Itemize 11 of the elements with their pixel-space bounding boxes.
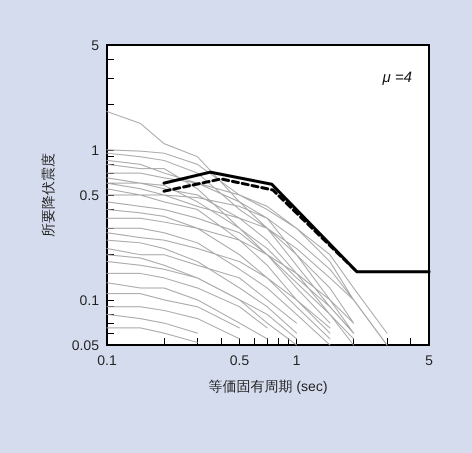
y-tick-label: 0.05	[72, 337, 100, 353]
x-axis-title: 等価固有周期 (sec)	[208, 378, 328, 394]
x-tick-label: 1	[292, 352, 301, 368]
y-tick-label: 0.1	[80, 292, 100, 308]
y-tick-label: 0.5	[80, 187, 100, 203]
y-axis-title: 所要降伏震度	[40, 153, 56, 237]
y-tick-label: 5	[91, 37, 100, 53]
x-tick-label: 0.5	[230, 352, 250, 368]
x-tick-label: 5	[425, 352, 434, 368]
annotation: μ =4	[382, 69, 412, 86]
y-tick-label: 1	[91, 142, 100, 158]
